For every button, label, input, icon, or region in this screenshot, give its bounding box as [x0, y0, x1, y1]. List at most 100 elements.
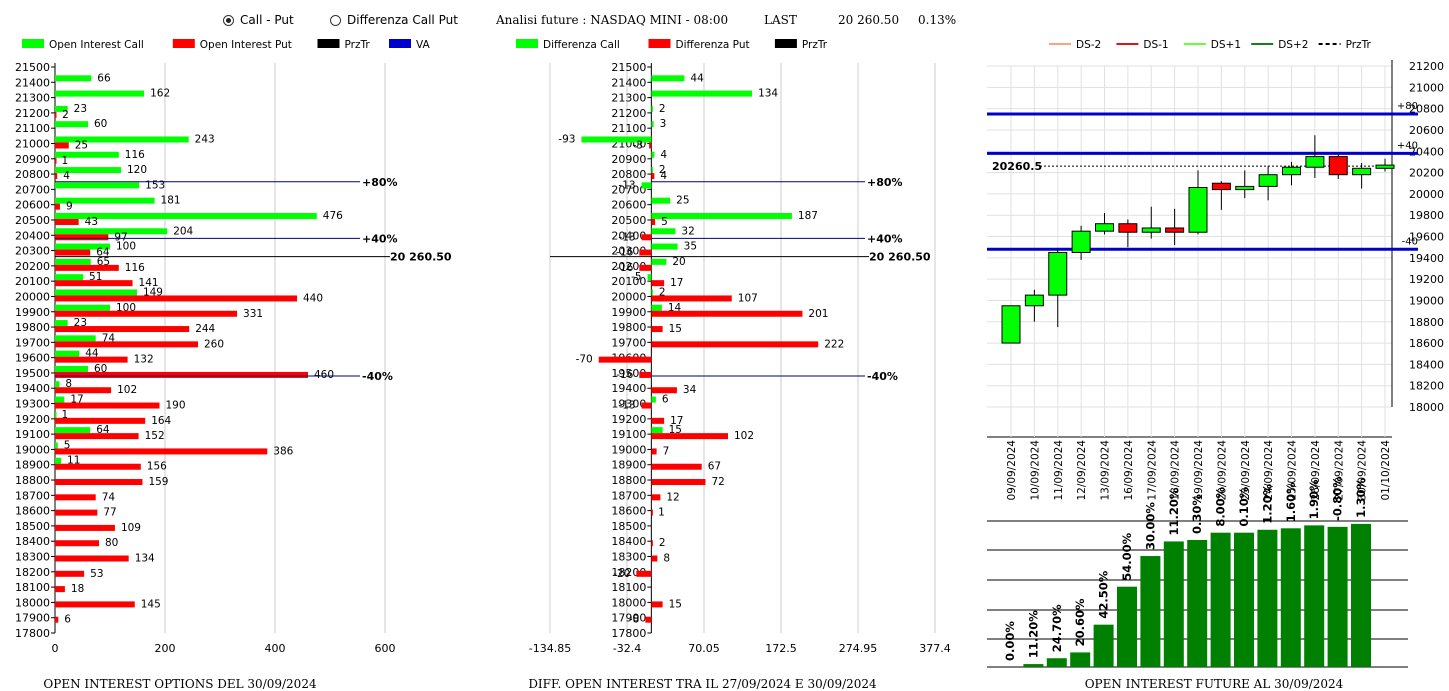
diff-y-tick: 20500 [611, 214, 646, 227]
oi-data-label-call: 23 [74, 103, 87, 115]
diff-y-tick: 21200 [611, 107, 646, 120]
legend-label-differenza-put: Differenza Put [676, 39, 750, 51]
diff-data-label-put: 107 [738, 292, 758, 304]
oi-data-label-put: 74 [102, 491, 116, 503]
diff-bar-put [651, 341, 819, 348]
candle-x-tick: 09/09/2024 [1006, 440, 1018, 501]
oi-data-label-put: 440 [303, 292, 323, 304]
future-data-label: 20.60% [1073, 598, 1087, 646]
oi-y-tick: 18100 [15, 581, 50, 594]
candle-y-tick: 19200 [1409, 273, 1444, 286]
legend-swatch-open-interest-put [172, 39, 195, 48]
future-data-label: 1.30% [1354, 478, 1368, 518]
diff-y-tick: 18100 [611, 581, 646, 594]
oi-data-label-put: 80 [105, 537, 118, 549]
future-bar [1304, 525, 1325, 667]
diff-data-label-call: -93 [558, 133, 575, 145]
oi-bar-call [55, 411, 57, 418]
oi-bar-put [55, 402, 160, 409]
diff-y-tick: 20200 [611, 260, 646, 273]
diff-x-tick: 274.95 [839, 642, 878, 655]
oi-bar-call [55, 243, 110, 250]
diff-y-tick: 20800 [611, 168, 646, 181]
oi-bar-put [55, 509, 98, 516]
oi-y-tick: 19200 [15, 413, 50, 426]
oi-data-label-put: 25 [75, 139, 88, 151]
oi-bar-put [55, 479, 143, 486]
oi-bar-call [55, 350, 80, 357]
diff-bar-call [651, 197, 671, 204]
diff-data-label-call: -5 [631, 271, 641, 283]
diff-data-label-put: 15 [669, 598, 682, 610]
future-data-label: 1.20% [1260, 483, 1274, 523]
diff-y-tick: 20300 [611, 245, 646, 258]
radio-call-put[interactable]: Call - Put [223, 13, 294, 27]
future-bar [1234, 532, 1254, 667]
candle-x-tick: 10/09/2024 [1029, 440, 1041, 501]
oi-bar-put [55, 586, 65, 593]
diff-bar-call [651, 121, 654, 128]
diff-bar-call [651, 151, 655, 158]
diff-data-label-call: 3 [660, 118, 667, 130]
oi-y-tick: 20300 [15, 245, 50, 258]
oi-bar-put [55, 173, 58, 180]
candle-x-tick: 11/09/2024 [1053, 440, 1065, 501]
diff-bar-put [639, 264, 652, 271]
oi-data-label-put: 152 [145, 430, 165, 442]
diff-bar-call [651, 90, 753, 97]
oi-bar-put [55, 387, 112, 394]
diff-data-label-put: 1 [658, 507, 665, 519]
oi-bar-put [55, 157, 57, 164]
diff-bar-call [647, 274, 652, 281]
oi-data-label-put: 18 [71, 583, 84, 595]
diff-y-tick: 19400 [611, 382, 646, 395]
candle-x-tick: 12/09/2024 [1076, 440, 1088, 501]
candle-x-tick: 26/09/2024 [1310, 440, 1322, 501]
diff-data-label-put: 8 [663, 553, 670, 565]
oi-data-label-call: 66 [97, 72, 111, 84]
future-data-label: 0.10% [1237, 486, 1251, 526]
top-bar: Call - Put Differenza Call Put Analisi f… [0, 0, 1449, 36]
oi-bar-call [55, 442, 58, 449]
candle-body [1305, 156, 1325, 168]
diff-data-label-call: 6 [662, 394, 669, 406]
diff-y-tick: 20400 [611, 229, 646, 242]
oi-data-label-call: 120 [127, 164, 147, 176]
diff-data-label-put: 102 [734, 430, 754, 442]
oi-data-label-put: 116 [125, 262, 145, 274]
candle-y-tick: 20800 [1409, 103, 1444, 116]
radio-differenza[interactable]: Differenza Call Put [330, 13, 458, 27]
oi-data-label-put: 2 [62, 109, 69, 121]
diff-data-label-put: -20 [613, 568, 630, 580]
candle-y-tick: 18000 [1409, 401, 1444, 414]
candle-body [1282, 166, 1301, 176]
diff-bar-put [651, 433, 729, 440]
diff-data-label-put: -16 [616, 247, 633, 259]
diff-y-tick: 20000 [611, 290, 646, 303]
diff-bar-put [651, 448, 657, 455]
diff-data-label-call: 2 [659, 103, 666, 115]
candle-body [1258, 174, 1278, 187]
diff-data-label-put: 72 [711, 476, 724, 488]
diff-data-label-call: 25 [676, 195, 689, 207]
legend-label-open-interest-call: Open Interest Call [49, 39, 144, 51]
diff-data-label-call: 4 [660, 149, 667, 161]
diff-data-label-call: 187 [798, 210, 818, 222]
diff-data-label-call: 134 [758, 88, 778, 100]
diff-y-tick: 19200 [611, 413, 646, 426]
diff-data-label-put: 15 [669, 323, 682, 335]
candle-x-tick: 24/09/2024 [1263, 440, 1275, 501]
candle-y-tick: 18400 [1409, 358, 1444, 371]
diff-bar-put [651, 417, 665, 424]
radio-empty-icon [330, 14, 341, 26]
diff-data-label-put: 67 [708, 461, 721, 473]
future-data-label: 11.20% [1167, 487, 1181, 535]
radio-call-put-label: Call - Put [240, 13, 294, 27]
oi-bar-call [55, 335, 96, 342]
oi-bar-put [55, 448, 268, 455]
candle-x-tick: 25/09/2024 [1287, 440, 1299, 501]
diff-bar-put [651, 218, 656, 225]
diff-data-label-put: 222 [824, 338, 844, 350]
oi-bar-call [55, 228, 168, 235]
oi-y-tick: 18600 [15, 505, 50, 518]
